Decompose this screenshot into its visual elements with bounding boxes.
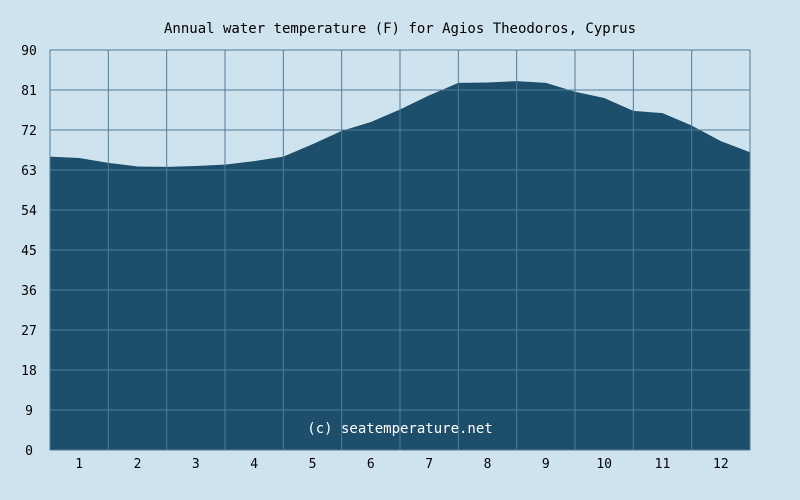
x-tick-label: 11 bbox=[655, 457, 671, 472]
x-tick-label: 8 bbox=[484, 457, 492, 472]
y-tick-label: 45 bbox=[21, 244, 37, 259]
x-tick-label: 12 bbox=[713, 457, 729, 472]
y-tick-label: 36 bbox=[21, 284, 37, 299]
plot-border bbox=[49, 49, 751, 451]
y-tick-label: 90 bbox=[21, 44, 37, 59]
x-tick-label: 5 bbox=[309, 457, 317, 472]
x-tick-label: 7 bbox=[425, 457, 433, 472]
y-tick-label: 63 bbox=[21, 164, 37, 179]
x-tick-label: 6 bbox=[367, 457, 375, 472]
y-tick-label: 81 bbox=[21, 84, 37, 99]
x-tick-label: 2 bbox=[134, 457, 142, 472]
y-tick-label: 54 bbox=[21, 204, 37, 219]
y-tick-label: 72 bbox=[21, 124, 37, 139]
x-tick-label: 1 bbox=[75, 457, 83, 472]
watermark-text: (c) seatemperature.net bbox=[307, 421, 492, 437]
x-tick-label: 3 bbox=[192, 457, 200, 472]
y-tick-label: 0 bbox=[25, 444, 33, 459]
y-tick-label: 18 bbox=[21, 364, 37, 379]
y-tick-label: 9 bbox=[25, 404, 33, 419]
chart-title: Annual water temperature (F) for Agios T… bbox=[164, 21, 636, 37]
x-tick-label: 4 bbox=[250, 457, 258, 472]
x-tick-label: 10 bbox=[596, 457, 612, 472]
y-tick-label: 27 bbox=[21, 324, 37, 339]
x-tick-label: 9 bbox=[542, 457, 550, 472]
